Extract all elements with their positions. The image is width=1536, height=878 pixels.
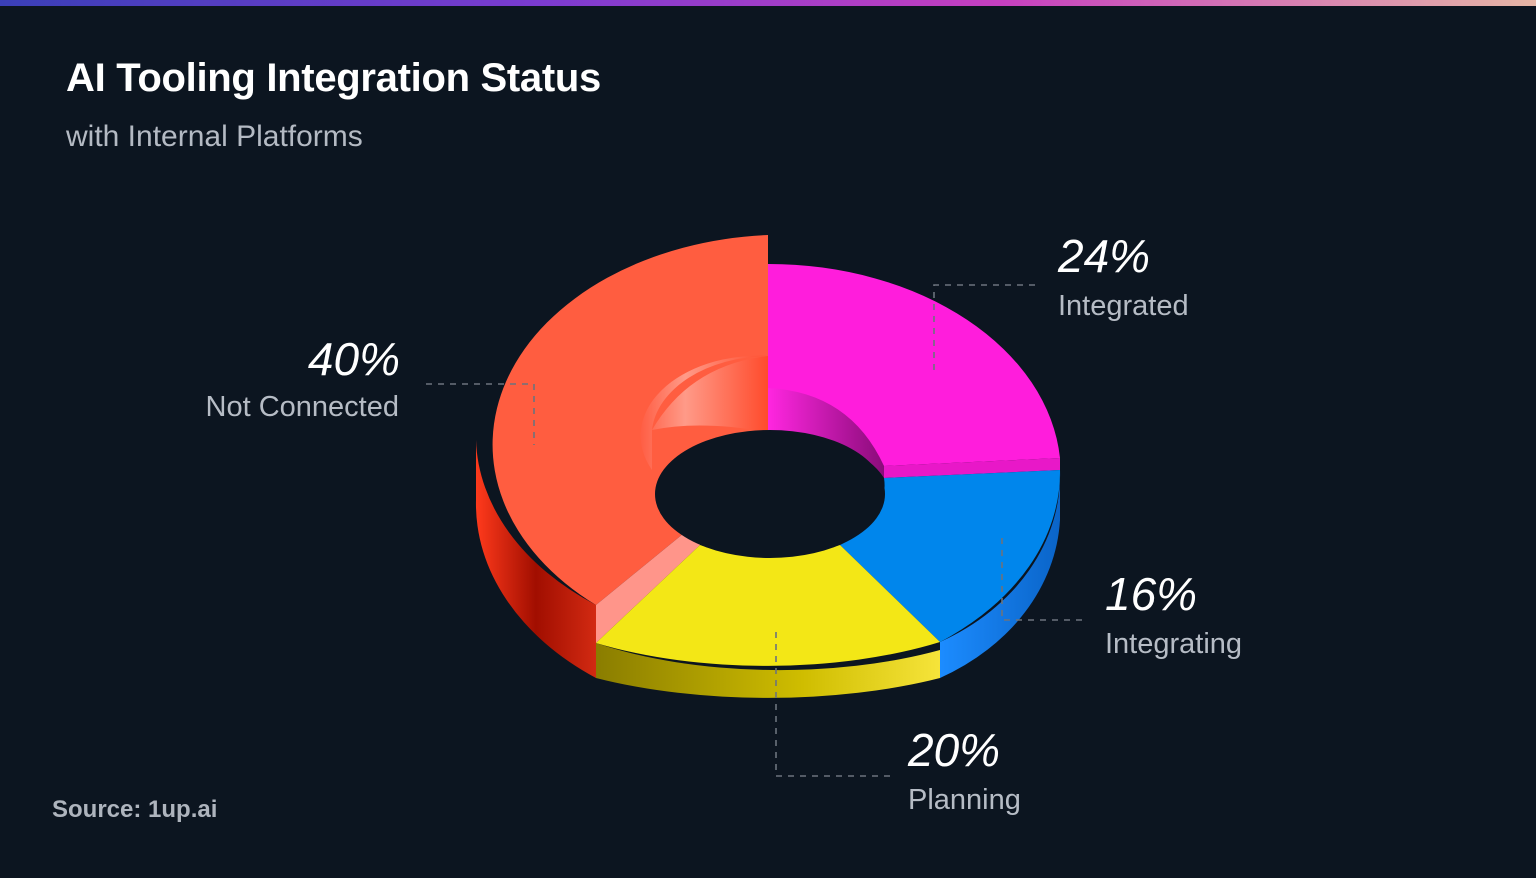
chart-subtitle: with Internal Platforms — [66, 120, 363, 153]
leader-not-connected — [426, 383, 535, 445]
slice-top-integrating — [840, 470, 1061, 642]
inner-wall-integrated — [768, 388, 884, 478]
data-label-integrating-value: 16% — [1105, 568, 1197, 620]
chart-title: AI Tooling Integration Status — [66, 56, 601, 100]
data-label-integrated-value: 24% — [1057, 230, 1150, 282]
slice-side-integrating — [940, 470, 1061, 678]
data-label-not-connected-value: 40% — [308, 333, 400, 385]
source-note: Source: 1up.ai — [52, 796, 218, 823]
inner-wall-not-connected — [640, 355, 768, 470]
data-label-not-connected-name: Not Connected — [206, 391, 399, 423]
slice-edge-integrated — [884, 458, 1060, 478]
slice-edge-not-connected — [596, 505, 700, 643]
donut-hole — [655, 430, 885, 558]
leader-planning — [775, 632, 894, 777]
slice-side-not-connected — [475, 440, 596, 678]
data-label-integrated-name: Integrated — [1058, 290, 1189, 322]
top-gradient-bar — [0, 0, 1536, 6]
leader-integrated — [933, 284, 1036, 370]
data-label-planning-value: 20% — [907, 724, 1000, 776]
slice-top-planning — [596, 545, 940, 666]
leader-integrating — [1001, 538, 1082, 621]
data-label-integrating-name: Integrating — [1105, 628, 1242, 660]
data-label-planning-name: Planning — [908, 784, 1021, 816]
slice-side-planning — [596, 643, 940, 698]
